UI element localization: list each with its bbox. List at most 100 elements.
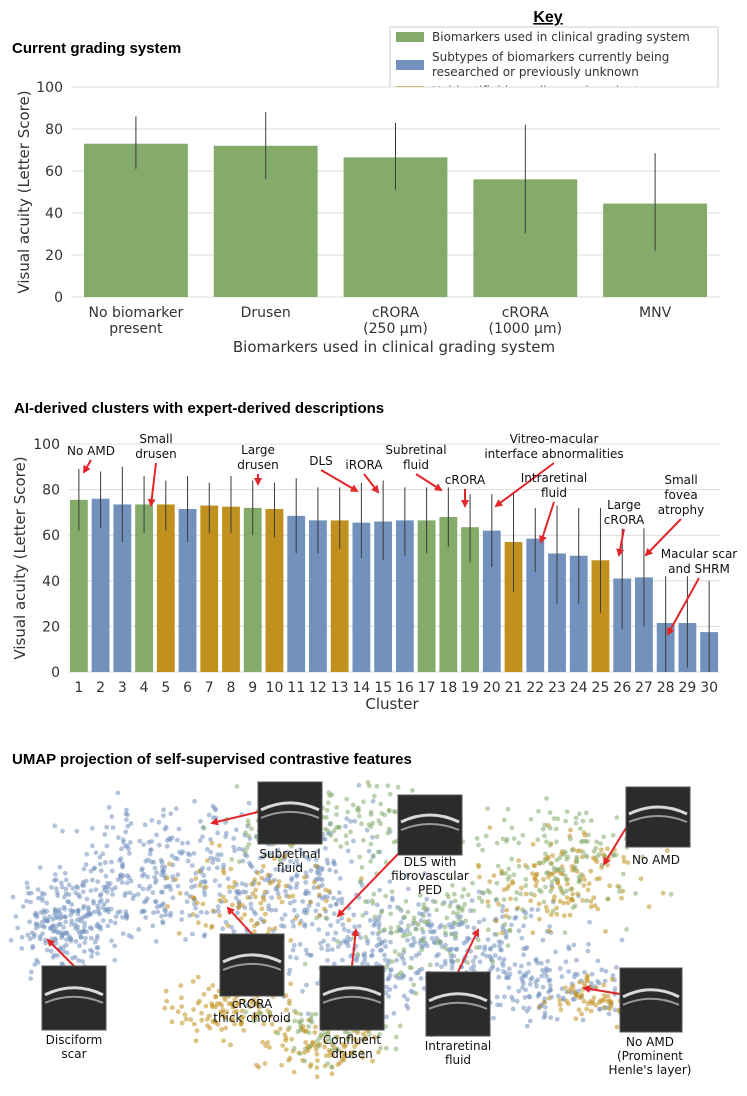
umap-point <box>382 952 387 958</box>
umap-point <box>415 970 421 976</box>
umap-point <box>213 807 219 813</box>
umap-point <box>231 844 237 850</box>
umap-point <box>162 1005 168 1011</box>
umap-point <box>40 931 45 937</box>
umap-point <box>555 866 561 872</box>
umap-point <box>587 919 592 925</box>
umap-point <box>503 929 509 935</box>
umap-point <box>176 826 182 832</box>
umap-point <box>377 1032 383 1037</box>
umap-point <box>508 896 513 902</box>
chart2-x-tick-label: 3 <box>118 680 127 696</box>
umap-point <box>356 923 362 929</box>
umap-point <box>135 892 141 897</box>
umap-point <box>147 851 153 857</box>
umap-point <box>263 1043 268 1048</box>
umap-point <box>471 908 477 914</box>
chart2-x-tick-label: 19 <box>461 680 479 696</box>
umap-point <box>364 827 370 833</box>
chart2-x-tick-label: 13 <box>331 680 349 696</box>
umap-point <box>79 882 85 888</box>
umap-point <box>280 868 286 873</box>
umap-point <box>344 816 350 822</box>
chart1-y-tick-label: 60 <box>45 164 63 180</box>
chart-ai-clusters: AI-derived clusters with expert-derived … <box>11 400 737 713</box>
umap-point <box>120 873 126 879</box>
oct-retina-band <box>628 805 688 816</box>
umap-point <box>377 887 382 893</box>
umap-point <box>473 954 478 960</box>
umap-point <box>189 884 194 890</box>
chart2-bar <box>439 516 458 672</box>
umap-point <box>579 992 585 998</box>
chart2-x-tick-label: 1 <box>74 680 83 696</box>
umap-point <box>372 914 378 920</box>
umap-point <box>588 818 594 823</box>
umap-point <box>562 930 568 936</box>
umap-point <box>104 843 110 849</box>
chart1-x-tick-label: (250 µm) <box>363 321 428 337</box>
umap-annotation-arrow <box>457 928 480 973</box>
umap-point <box>565 900 571 906</box>
umap-point <box>409 955 414 961</box>
umap-point <box>265 872 271 878</box>
umap-point <box>131 893 137 898</box>
chart2-bar <box>135 504 153 672</box>
umap-point <box>413 953 419 959</box>
umap-point <box>90 898 96 904</box>
umap-point <box>255 1001 261 1007</box>
umap-point <box>594 854 600 860</box>
umap-point <box>283 1047 289 1052</box>
umap-point <box>446 894 451 900</box>
umap-point <box>329 1071 335 1077</box>
umap-point <box>249 917 254 923</box>
umap-point <box>105 898 110 904</box>
umap-point <box>251 929 257 935</box>
oct-scan-image <box>257 781 323 845</box>
umap-point <box>64 931 69 936</box>
umap-point <box>542 833 547 839</box>
chart1-x-tick-label: Drusen <box>241 305 291 321</box>
umap-point <box>638 876 644 882</box>
umap-point <box>557 966 563 971</box>
umap-point <box>608 1001 613 1006</box>
umap-point <box>432 929 437 934</box>
umap-point <box>277 1026 283 1032</box>
umap-point <box>530 930 536 936</box>
umap-point <box>76 958 81 963</box>
umap-point <box>304 982 309 988</box>
umap-point <box>48 948 54 954</box>
umap-point <box>424 896 430 902</box>
umap-point <box>341 1057 347 1063</box>
umap-point <box>231 929 237 934</box>
umap-point <box>451 910 456 916</box>
umap-point <box>81 866 87 872</box>
umap-point <box>294 955 299 961</box>
umap-point <box>239 1016 245 1021</box>
chart2-plot-area <box>68 444 720 672</box>
umap-point <box>308 900 313 905</box>
umap-point <box>416 902 421 907</box>
umap-point <box>82 940 88 945</box>
umap-point <box>43 940 48 946</box>
umap-point <box>526 961 532 967</box>
umap-point <box>156 842 162 848</box>
umap-point <box>319 877 325 883</box>
umap-point <box>463 918 469 924</box>
oct-retina-band <box>622 997 680 1006</box>
umap-point <box>101 884 107 890</box>
umap-point <box>355 951 360 957</box>
umap-point <box>588 868 594 874</box>
umap-point <box>182 1012 188 1018</box>
umap-point <box>249 881 254 887</box>
umap-point <box>255 921 260 926</box>
umap-point <box>316 927 322 932</box>
chart2-y-tick-label: 0 <box>51 665 60 681</box>
umap-point <box>491 873 497 878</box>
umap-point <box>522 915 528 920</box>
umap-point <box>75 908 81 913</box>
umap-point <box>385 977 391 982</box>
umap-point <box>440 901 446 907</box>
umap-point <box>282 912 288 918</box>
umap-point <box>123 829 129 835</box>
